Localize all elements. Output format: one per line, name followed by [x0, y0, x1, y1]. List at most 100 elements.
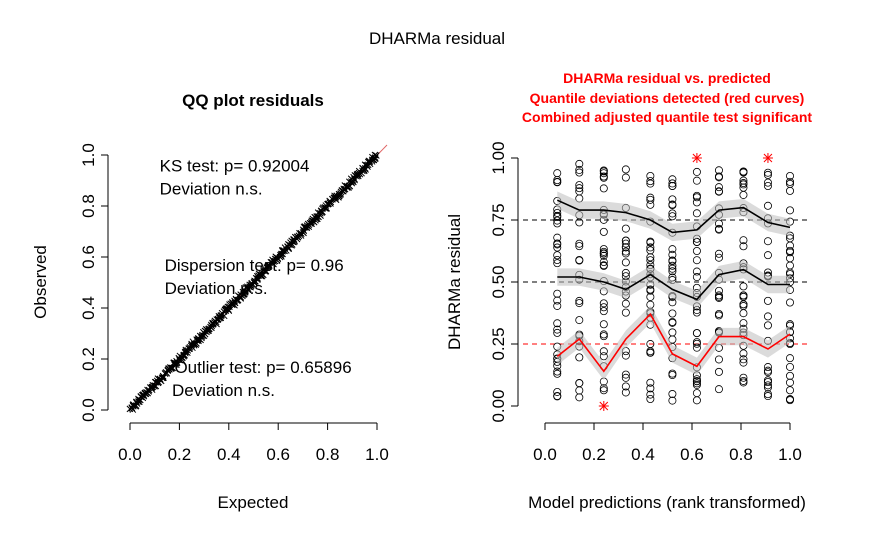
residual-point — [692, 167, 701, 176]
residual-point — [575, 386, 584, 395]
residual-point — [599, 227, 608, 236]
residual-point — [621, 173, 630, 182]
residual-point — [646, 237, 655, 246]
outlier-marker — [762, 153, 773, 163]
residual-point — [599, 169, 608, 178]
residual-point — [714, 219, 723, 228]
qq-x-tick-label: 0.8 — [316, 445, 340, 464]
residual-point — [714, 253, 723, 262]
residual-point — [599, 258, 608, 267]
residual-point — [739, 349, 748, 358]
residual-point — [599, 384, 608, 393]
qq-y-tick-label: 0.6 — [79, 245, 98, 269]
residual-point — [692, 329, 701, 338]
residual-point — [786, 186, 795, 195]
residual-point — [575, 393, 584, 402]
residual-x-tick-label: 0.6 — [680, 445, 704, 464]
qq-annotation: Deviation n.s. — [160, 180, 263, 199]
residual-point — [599, 247, 608, 256]
residual-point — [646, 390, 655, 399]
residual-point — [786, 298, 795, 307]
residual-title-line-2: Quantile deviations detected (red curves… — [530, 90, 805, 106]
residual-x-tick-label: 0.2 — [582, 445, 606, 464]
residual-y-tick-label: 0.75 — [489, 203, 508, 236]
residual-point — [646, 384, 655, 393]
residual-point — [786, 206, 795, 215]
residual-point — [599, 330, 608, 339]
residual-point — [714, 183, 723, 192]
residual-point — [668, 181, 677, 190]
residual-x-tick-label: 0.8 — [729, 445, 753, 464]
residual-point — [692, 273, 701, 282]
qq-annotation: Deviation n.s. — [165, 279, 268, 298]
residual-point — [763, 368, 772, 377]
residual-point — [692, 379, 701, 388]
residual-y-tick-label: 0.25 — [489, 327, 508, 360]
residual-point — [621, 258, 630, 267]
residual-point — [786, 179, 795, 188]
qq-y-axis: 0.0 0.2 0.4 0.6 0.8 1.0 — [79, 143, 109, 422]
residual-point — [786, 261, 795, 270]
residual-point — [599, 332, 608, 341]
qq-y-label: Observed — [31, 245, 50, 319]
residual-point — [599, 249, 608, 258]
residual-point — [763, 366, 772, 375]
residual-point — [668, 245, 677, 254]
residual-point — [646, 253, 655, 262]
residual-point — [575, 159, 584, 168]
quantile-curve — [556, 199, 791, 234]
residual-x-label: Model predictions (rank transformed) — [528, 493, 806, 512]
residual-point — [763, 381, 772, 390]
residual-point — [692, 267, 701, 276]
residual-point — [714, 172, 723, 181]
residual-point — [668, 396, 677, 405]
residual-point — [553, 328, 562, 337]
residual-point — [553, 367, 562, 376]
qq-plot: QQ plot residuals 0.0 0.2 0.4 0.6 0.8 1.0 0.0… — [31, 91, 389, 512]
residual-x-tick-label: 1.0 — [778, 445, 802, 464]
qq-x-axis: 0.0 0.2 0.4 0.6 0.8 1.0 — [118, 422, 389, 464]
quantile-curve — [556, 312, 791, 373]
qq-annotation: Dispersion test: p= 0.96 — [165, 256, 344, 275]
qq-point — [183, 349, 191, 357]
residual-point — [599, 352, 608, 361]
figure-title: DHARMa residual — [369, 29, 505, 48]
residual-point — [692, 193, 701, 202]
residual-point — [739, 180, 748, 189]
residual-point — [668, 209, 677, 218]
residual-point — [763, 363, 772, 372]
residual-point — [646, 193, 655, 202]
residual-point — [575, 239, 584, 248]
residual-point — [553, 239, 562, 248]
residual-point — [599, 251, 608, 260]
residual-y-tick-label: 0.00 — [489, 389, 508, 422]
residual-point — [575, 168, 584, 177]
residual-point — [692, 256, 701, 265]
residual-point — [786, 177, 795, 186]
residual-point — [621, 388, 630, 397]
residual-point — [621, 370, 630, 379]
outlier-marker — [598, 401, 609, 411]
residual-point — [668, 250, 677, 259]
qq-annotations: KS test: p= 0.92004 Deviation n.s. Dispers… — [160, 157, 352, 400]
residual-point — [553, 178, 562, 187]
qq-y-tick-label: 0.0 — [79, 398, 98, 422]
qq-point — [372, 152, 380, 159]
residual-point — [553, 301, 562, 310]
residual-x-axis: 0.0 0.2 0.4 0.6 0.8 1.0 — [533, 422, 802, 464]
residual-point — [553, 296, 562, 305]
residual-point — [575, 353, 584, 362]
residual-point — [621, 247, 630, 256]
qq-points — [126, 151, 380, 413]
residual-plot: DHARMa residual vs. predicted Quantile d… — [445, 70, 812, 512]
residual-point — [692, 339, 701, 348]
residual-point — [786, 378, 795, 387]
residual-point — [739, 358, 748, 367]
residual-point — [599, 166, 608, 175]
residual-point — [553, 216, 562, 225]
qq-point — [300, 229, 307, 237]
residual-point — [646, 378, 655, 387]
qq-x-tick-label: 1.0 — [365, 445, 389, 464]
residual-point — [646, 243, 655, 252]
residual-point — [668, 212, 677, 221]
